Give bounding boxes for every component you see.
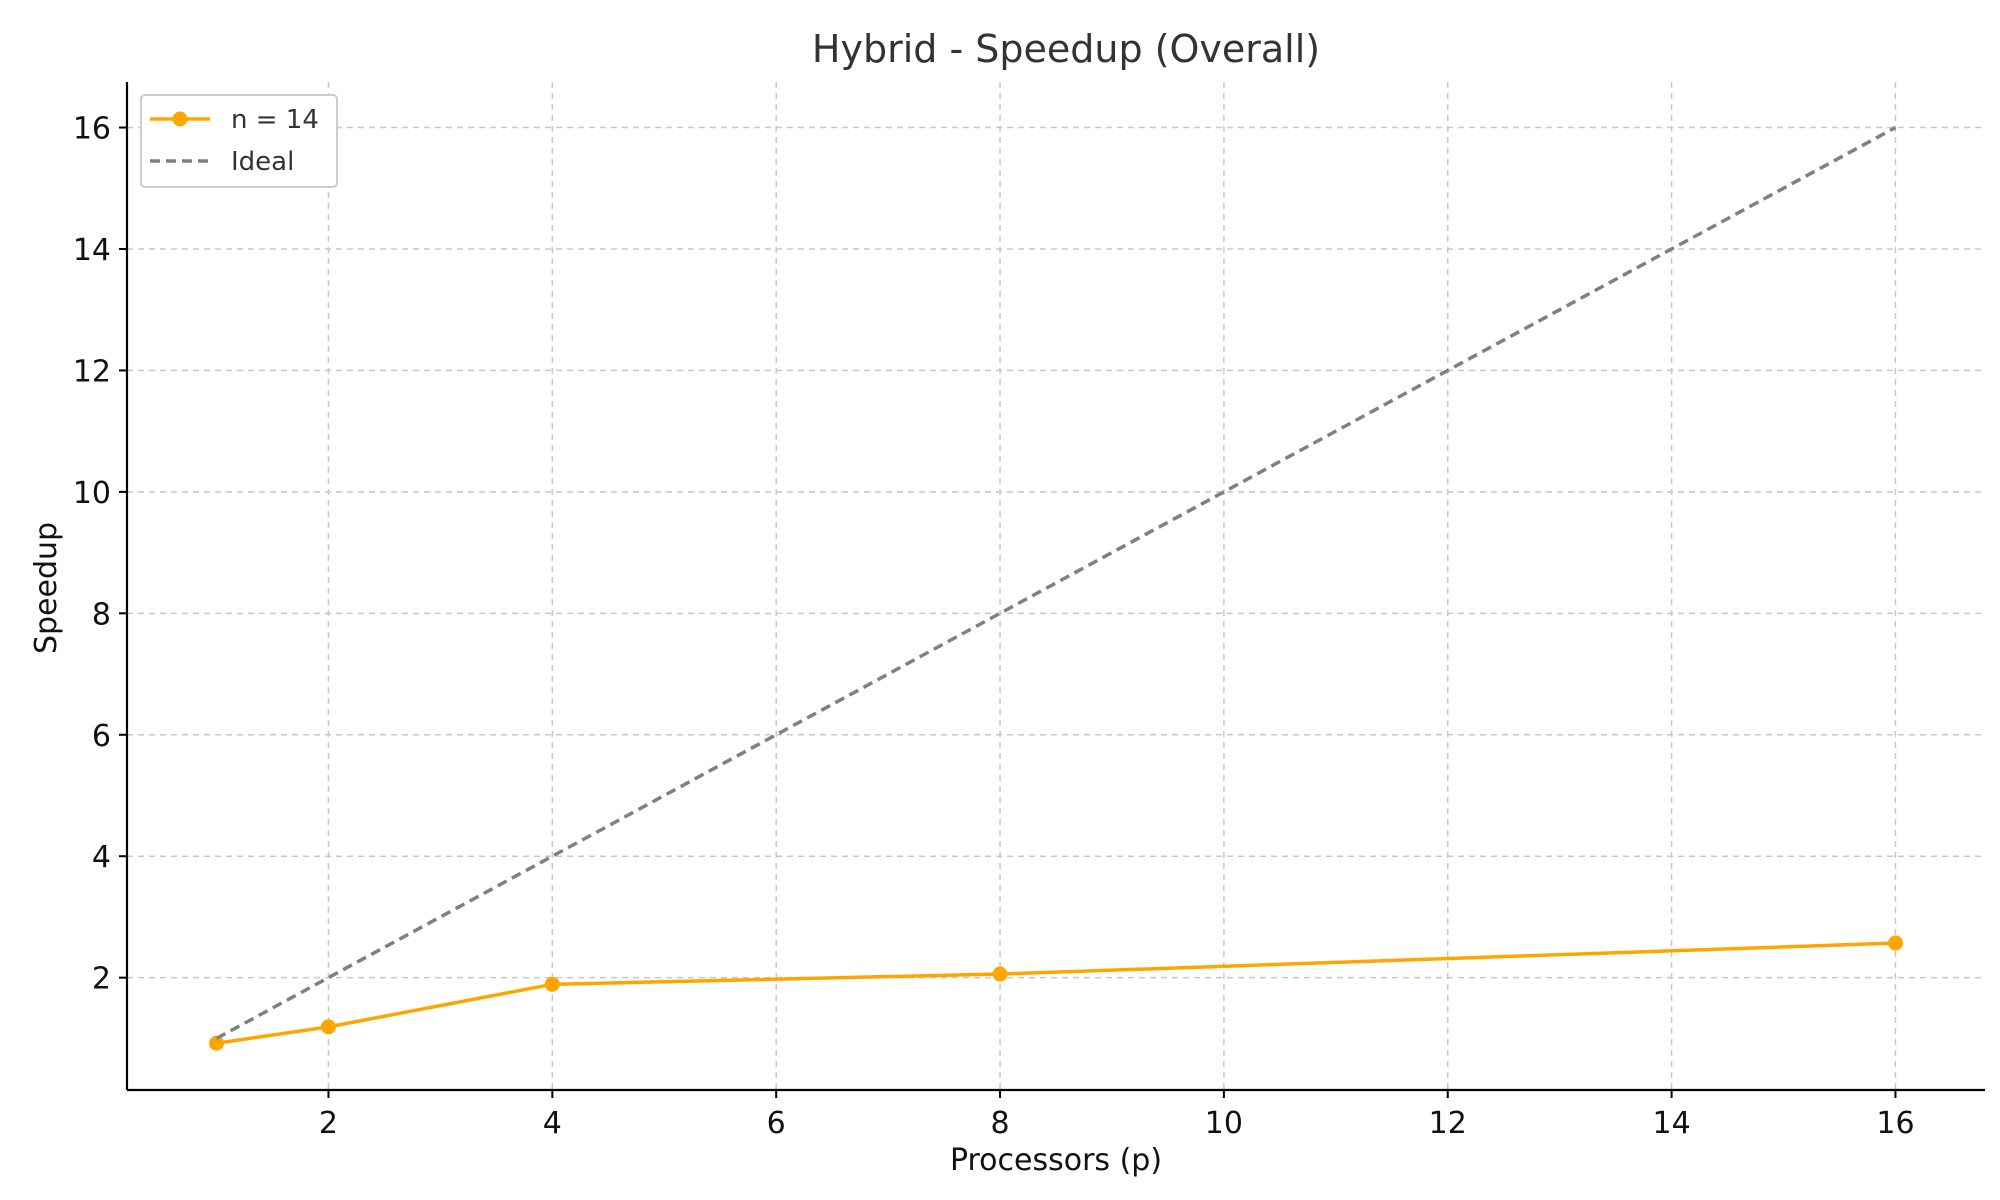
- data-point-n-14-16: [1887, 935, 1903, 951]
- y-tick-label-14: 14: [73, 233, 111, 268]
- data-point-n-14-2: [320, 1019, 336, 1035]
- legend-label-ideal: Ideal: [231, 147, 294, 177]
- x-tick-label-8: 8: [990, 1106, 1009, 1141]
- y-tick-label-2: 2: [92, 962, 111, 997]
- grid-lines: [127, 82, 1985, 1090]
- y-tick-label-10: 10: [73, 476, 111, 511]
- data-point-n-14-1: [209, 1035, 225, 1051]
- legend: n = 14 Ideal: [140, 94, 338, 188]
- y-axis-label: Speedup: [29, 522, 64, 654]
- x-tick-label-2: 2: [319, 1106, 338, 1141]
- series-line-ideal: [215, 126, 1897, 1040]
- x-tick-label-10: 10: [1205, 1106, 1243, 1141]
- x-axis-label: Processors (p): [950, 1143, 1162, 1178]
- legend-marker-n14: [172, 111, 188, 127]
- data-point-n-14-4: [544, 976, 560, 992]
- y-tick-label-6: 6: [92, 719, 111, 754]
- ticks: 2 4 6 8 10 12 14 16 2 4 6 8 10 12 14 16: [73, 112, 1915, 1141]
- data-point-n-14-8: [992, 966, 1008, 982]
- y-tick-label-8: 8: [92, 597, 111, 632]
- x-tick-label-16: 16: [1876, 1106, 1914, 1141]
- x-tick-label-4: 4: [543, 1106, 562, 1141]
- x-tick-label-14: 14: [1653, 1106, 1691, 1141]
- y-tick-label-12: 12: [73, 354, 111, 389]
- axes: [125, 82, 1985, 1092]
- y-tick-label-16: 16: [73, 112, 111, 147]
- x-tick-label-6: 6: [767, 1106, 786, 1141]
- chart-title: Hybrid - Speedup (Overall): [812, 27, 1320, 71]
- legend-label-n14: n = 14: [231, 105, 319, 135]
- series-line-n-14: [216, 941, 1896, 1045]
- x-tick-label-12: 12: [1429, 1106, 1467, 1141]
- series-layer: [209, 126, 1903, 1051]
- y-tick-label-4: 4: [92, 840, 111, 875]
